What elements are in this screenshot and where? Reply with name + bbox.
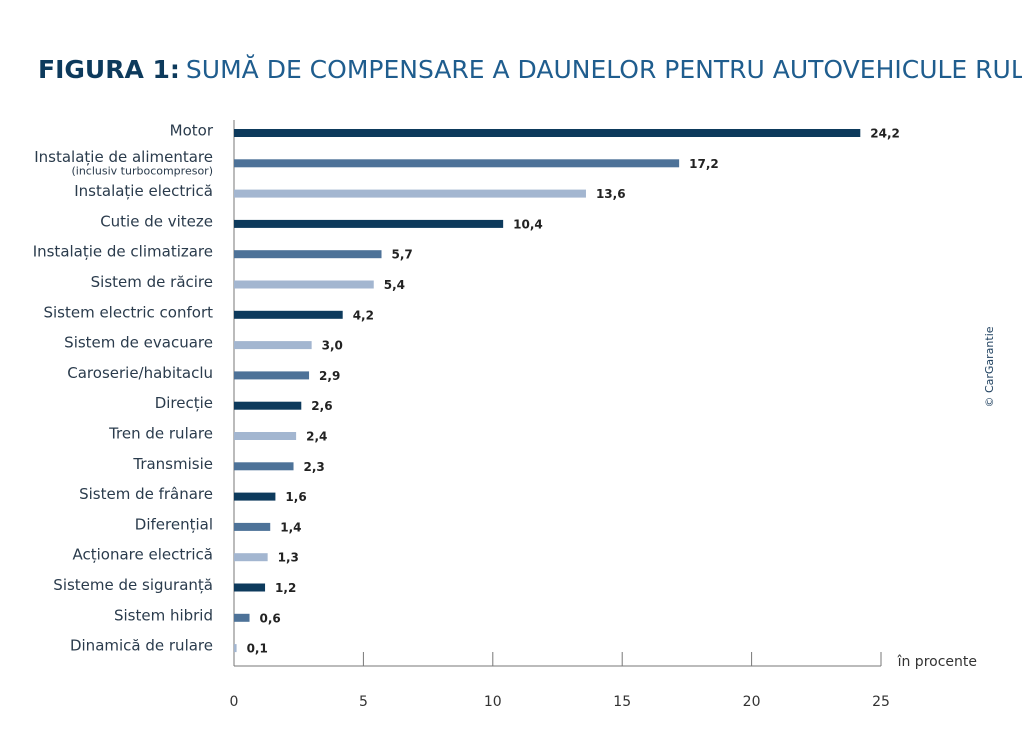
value-label: 1,2	[275, 581, 296, 595]
x-tick-label: 5	[359, 694, 368, 710]
bar	[234, 280, 374, 289]
bar	[234, 219, 504, 228]
bar	[234, 250, 382, 259]
y-tick-label: Instalație electrică	[74, 182, 213, 200]
bar	[234, 189, 586, 198]
y-tick-label: Caroserie/habitaclu	[67, 364, 213, 382]
x-tick-label: 10	[484, 694, 502, 710]
value-label: 2,6	[311, 399, 332, 413]
value-label: 0,6	[260, 611, 281, 625]
x-axis-label: în procente	[897, 654, 977, 670]
title-text: SUMĂ DE COMPENSARE A DAUNELOR PENTRU AUT…	[186, 54, 1022, 84]
bar	[234, 522, 271, 531]
bar	[234, 401, 302, 410]
value-label: 1,4	[280, 520, 301, 534]
y-tick-label: Direcție	[155, 394, 213, 412]
value-label: 2,3	[304, 460, 325, 474]
y-tick-label: Instalație de alimentare	[34, 148, 213, 166]
value-label: 3,0	[322, 339, 343, 353]
bar	[234, 613, 250, 622]
bar	[234, 462, 294, 471]
x-tick-label: 0	[230, 694, 239, 710]
value-label: 5,7	[392, 248, 413, 262]
bar	[234, 583, 266, 592]
bar	[234, 129, 861, 137]
bar	[234, 644, 237, 653]
value-label: 13,6	[596, 187, 626, 201]
y-tick-label: Tren de rulare	[108, 425, 213, 443]
x-tick-label: 25	[872, 694, 890, 710]
bar	[234, 341, 312, 350]
y-tick-label: Instalație de climatizare	[33, 243, 213, 261]
y-tick-label: Sistem hibrid	[114, 606, 213, 624]
y-tick-label: Sisteme de siguranță	[53, 576, 213, 594]
x-tick-label: 20	[743, 694, 761, 710]
value-label: 1,3	[278, 551, 299, 565]
value-label: 0,1	[247, 642, 268, 656]
bar	[234, 159, 680, 168]
y-tick-label: Cutie de viteze	[100, 212, 213, 230]
source: © CarGarantie	[983, 326, 996, 407]
y-tick-label: Dinamică de rulare	[70, 637, 213, 655]
bar	[234, 371, 310, 380]
y-tick-label: Sistem de frânare	[79, 485, 213, 503]
value-label: 1,6	[285, 490, 306, 504]
title-label: FIGURA 1:	[38, 55, 180, 84]
y-tick-label: Diferențial	[135, 515, 213, 533]
chart-title: FIGURA 1: SUMĂ DE COMPENSARE A DAUNELOR P…	[38, 54, 1022, 84]
value-label: 17,2	[689, 157, 719, 171]
bar	[234, 310, 343, 319]
y-tick-label: Motor	[170, 122, 214, 140]
x-tick-label: 15	[613, 694, 631, 710]
value-label: 2,9	[319, 369, 340, 383]
y-tick-label: Acționare electrică	[72, 546, 213, 564]
value-label: 10,4	[513, 217, 543, 231]
y-tick-label: Transmisie	[132, 455, 213, 473]
value-label: 24,2	[870, 127, 900, 141]
bar	[234, 432, 297, 440]
bar	[234, 553, 268, 562]
value-label: 4,2	[353, 308, 374, 322]
y-tick-label: Sistem electric confort	[43, 303, 213, 321]
category-note: (inclusiv turbocompresor)	[71, 164, 213, 177]
y-tick-label: Sistem de răcire	[91, 273, 213, 291]
value-label: 2,4	[306, 430, 327, 444]
bar	[234, 492, 276, 501]
value-label: 5,4	[384, 278, 405, 292]
y-tick-label: Sistem de evacuare	[64, 334, 213, 352]
